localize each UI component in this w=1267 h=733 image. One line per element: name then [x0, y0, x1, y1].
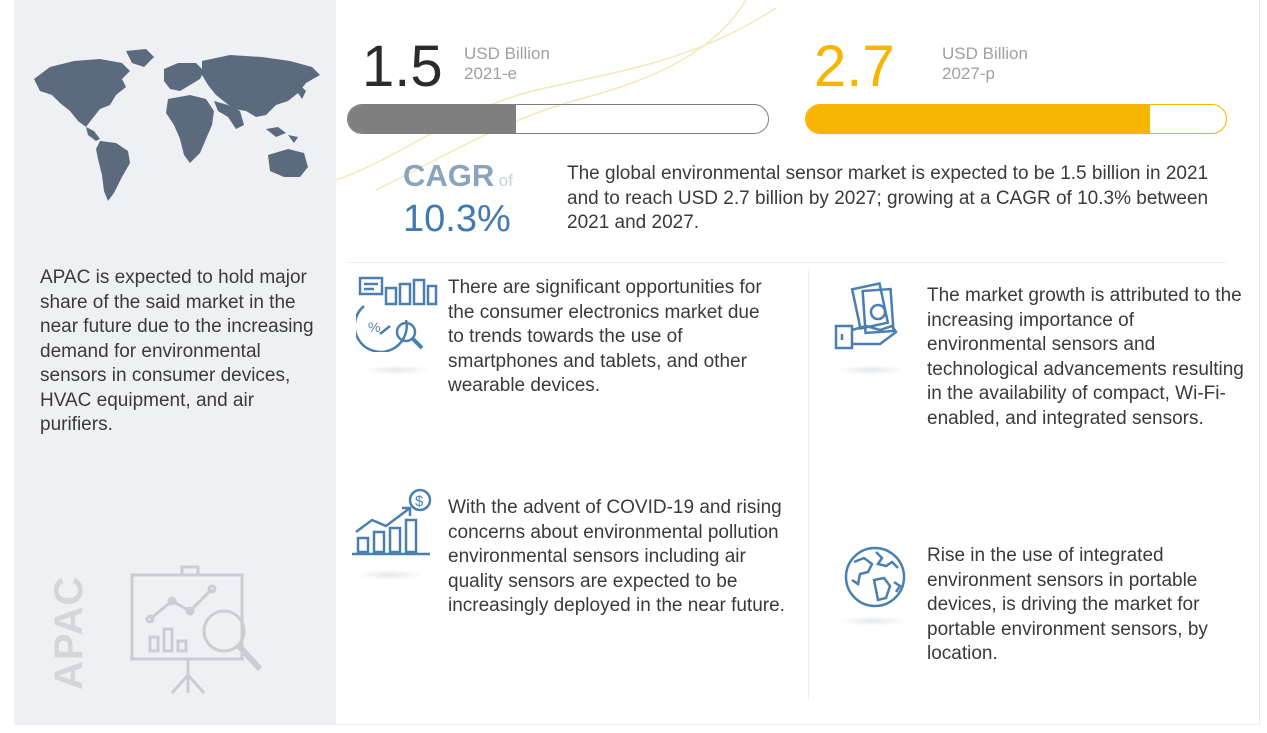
horizontal-divider	[348, 262, 1226, 263]
cagr-summary: The global environmental sensor market i…	[567, 163, 1209, 233]
stat-bar-fill-2027	[806, 105, 1151, 133]
world-map-icon	[30, 45, 322, 205]
icon-shadow	[362, 365, 432, 375]
icon-shadow	[838, 616, 908, 626]
stat-bar-2027	[805, 104, 1227, 134]
stat-bar-fill-2021	[348, 105, 516, 133]
cagr-value: 10.3%	[403, 198, 511, 240]
cagr-heading: CAGR of	[403, 158, 513, 194]
stat-unit-2021: USD Billion	[464, 44, 550, 63]
globe-icon	[842, 544, 908, 610]
apac-description: APAC is expected to hold major share of …	[40, 267, 314, 435]
stat-value-2021: 1.5	[362, 34, 443, 99]
stat-year-2027: 2027-p	[942, 64, 995, 83]
cagr-of: of	[498, 171, 513, 190]
cagr-label: CAGR	[403, 158, 495, 193]
vertical-divider	[808, 270, 809, 700]
growth-chart-icon: $	[350, 488, 434, 558]
stat-year-2021: 2021-e	[464, 64, 517, 83]
insight-market-growth: The market growth is attributed to the i…	[927, 285, 1244, 429]
insight-portable-devices: Rise in the use of integrated environmen…	[927, 545, 1208, 664]
right-content-frame	[336, 0, 1260, 725]
svg-text:%: %	[368, 319, 380, 335]
stat-bar-2021	[347, 104, 769, 134]
insight-covid-pollution: With the advent of COVID-19 and rising c…	[448, 497, 785, 616]
icon-shadow	[836, 365, 906, 375]
svg-text:$: $	[415, 493, 424, 510]
insight-consumer-electronics: There are significant opportunities for …	[448, 277, 762, 396]
apac-region-label: APAC	[47, 575, 91, 690]
stat-value-2027: 2.7	[814, 34, 895, 99]
presentation-board-icon	[128, 565, 268, 695]
icon-shadow	[355, 570, 425, 580]
decorative-swirl	[336, 0, 786, 190]
stat-unit-2027: USD Billion	[942, 44, 1028, 63]
money-hand-icon	[834, 282, 904, 354]
analytics-icon: %	[356, 276, 440, 352]
